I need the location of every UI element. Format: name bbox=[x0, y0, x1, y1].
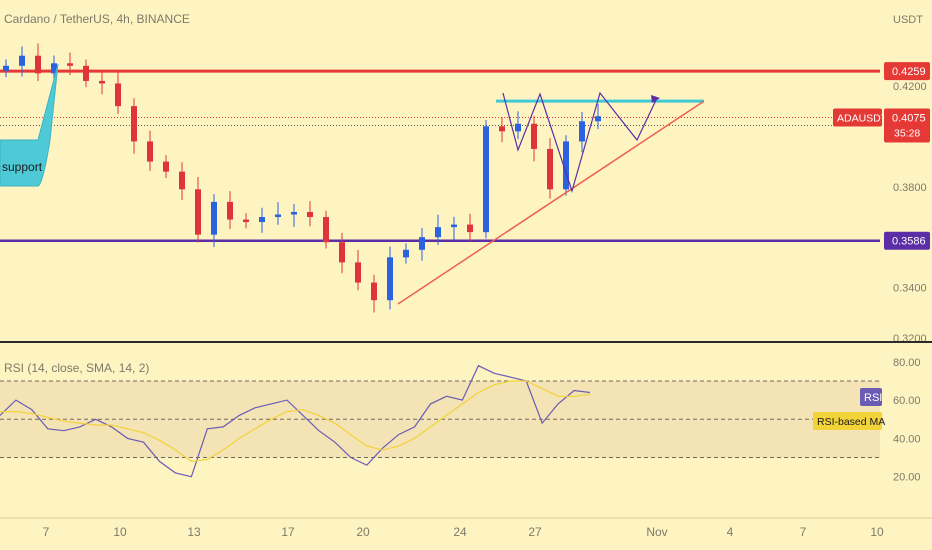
time-tick-label: 7 bbox=[43, 525, 50, 539]
rsi-badge-text: RSI bbox=[864, 392, 882, 404]
time-tick-label: 7 bbox=[800, 525, 807, 539]
candle-body bbox=[147, 141, 153, 162]
resistance-price-text: 0.4259 bbox=[892, 66, 926, 78]
time-axis: 7 10 13 17 20 24 27 Nov 4 7 10 bbox=[0, 517, 932, 539]
candle-body bbox=[243, 219, 249, 223]
candle-body bbox=[531, 123, 537, 149]
drawing-lines bbox=[0, 69, 880, 242]
rsi-badge bbox=[860, 388, 882, 406]
time-tick-label: Nov bbox=[646, 525, 667, 539]
support-callout-text: support bbox=[2, 160, 43, 174]
price-badges: 0.4259 ADAUSDT 0.4075 35:28 0.3586 bbox=[833, 62, 930, 250]
candle-body bbox=[115, 83, 121, 107]
rsi-ma-badge bbox=[813, 412, 882, 430]
candle-body bbox=[451, 224, 457, 228]
rsi-ma-line[interactable] bbox=[0, 380, 591, 463]
candle-body bbox=[419, 237, 425, 250]
candle-body bbox=[99, 80, 105, 84]
candle-body bbox=[67, 63, 73, 66]
candlestick-series bbox=[3, 43, 601, 313]
rsi-ma-badge-text: RSI-based MA bbox=[817, 416, 885, 428]
rsi-tick-label: 80.00 bbox=[893, 357, 921, 369]
candle-body bbox=[435, 227, 441, 238]
candle-body bbox=[355, 262, 361, 283]
candle-body bbox=[211, 201, 217, 235]
candle-body bbox=[307, 211, 313, 218]
candle-body bbox=[339, 242, 345, 263]
projection-path[interactable] bbox=[502, 91, 658, 194]
projection-arrowhead bbox=[651, 95, 660, 103]
rsi-line[interactable] bbox=[0, 364, 591, 478]
symbol-badge bbox=[833, 108, 882, 127]
candle-body bbox=[131, 106, 137, 142]
candle-body bbox=[163, 161, 169, 172]
candle-body bbox=[563, 141, 569, 190]
candle-body bbox=[547, 148, 553, 190]
candle-body bbox=[499, 126, 505, 132]
time-tick-label: 4 bbox=[727, 525, 734, 539]
candle-body bbox=[35, 55, 41, 74]
ascending-trend-line[interactable] bbox=[397, 100, 705, 305]
symbol-title: Cardano / TetherUS, 4h, BINANCE bbox=[4, 12, 190, 26]
drawing-overlays: support bbox=[0, 63, 705, 305]
time-tick-label: 13 bbox=[187, 525, 201, 539]
price-tick-label: 0.3200 bbox=[893, 333, 927, 345]
time-tick-label: 17 bbox=[281, 525, 295, 539]
candle-body bbox=[19, 55, 25, 66]
price-tick-label: 0.3400 bbox=[893, 283, 927, 295]
candle-body bbox=[579, 121, 585, 142]
time-tick-label: 20 bbox=[356, 525, 370, 539]
price-tick-label: 0.3800 bbox=[893, 182, 927, 194]
candle-body bbox=[467, 224, 473, 233]
support-callout[interactable] bbox=[0, 63, 59, 187]
candle-body bbox=[195, 189, 201, 235]
time-tick-label: 24 bbox=[453, 525, 467, 539]
candle-body bbox=[259, 217, 265, 223]
symbol-badge-text: ADAUSDT bbox=[837, 112, 888, 124]
countdown-text: 35:28 bbox=[894, 127, 920, 139]
candle-body bbox=[387, 257, 393, 301]
rsi-pane: 80.00 60.00 40.00 20.00 RSI RSI-based MA bbox=[0, 357, 921, 484]
time-tick-label: 10 bbox=[113, 525, 127, 539]
resistance-price-badge bbox=[884, 62, 930, 81]
candle-body bbox=[371, 282, 377, 301]
last-price-text: 0.4075 bbox=[892, 112, 926, 124]
candle-body bbox=[275, 214, 281, 218]
candle-body bbox=[595, 116, 601, 122]
rsi-tick-label: 60.00 bbox=[893, 395, 921, 407]
support-price-badge bbox=[884, 231, 930, 250]
candle-body bbox=[227, 201, 233, 220]
candle-body bbox=[3, 65, 9, 71]
candle-body bbox=[291, 211, 297, 215]
candle-body bbox=[83, 65, 89, 81]
rsi-title: RSI (14, close, SMA, 14, 2) bbox=[4, 361, 149, 375]
currency-label: USDT bbox=[893, 14, 923, 26]
candle-body bbox=[515, 123, 521, 132]
time-tick-label: 27 bbox=[528, 525, 542, 539]
last-price-badge bbox=[884, 108, 930, 143]
rsi-tick-label: 40.00 bbox=[893, 433, 921, 445]
support-price-text: 0.3586 bbox=[892, 236, 926, 248]
candle-body bbox=[403, 249, 409, 258]
candle-body bbox=[483, 126, 489, 233]
rsi-tick-label: 20.00 bbox=[893, 472, 921, 484]
rsi-band bbox=[0, 380, 880, 458]
candle-body bbox=[179, 171, 185, 190]
price-tick-label: 0.4200 bbox=[893, 81, 927, 93]
candle-body bbox=[323, 217, 329, 243]
time-tick-label: 10 bbox=[870, 525, 884, 539]
candle-body bbox=[51, 63, 57, 74]
